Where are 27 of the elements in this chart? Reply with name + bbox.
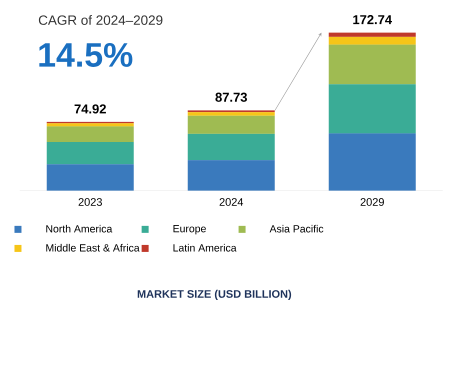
bar (188, 160, 275, 191)
legend-label: North America (46, 224, 112, 233)
annotation: 87.73 (215, 92, 247, 102)
chart-subtitle: 14.5% (39, 43, 132, 67)
x-tick-label: 2029 (360, 198, 384, 206)
bar (188, 134, 275, 160)
annotation: 74.92 (74, 104, 106, 114)
legend-label: Europe (173, 225, 206, 234)
x-tick-label: 2024 (220, 198, 244, 206)
chart-title: CAGR of 2024–2029 (38, 15, 162, 25)
bar (46, 123, 134, 126)
bar (46, 126, 134, 142)
bar (328, 133, 416, 191)
bar (188, 116, 275, 134)
bar (328, 36, 416, 45)
legend-label: Asia Pacific (270, 224, 324, 233)
x-tick-label: 2023 (78, 198, 102, 206)
bar (328, 84, 416, 134)
annotation: 172.74 (353, 15, 392, 24)
bar (328, 32, 416, 37)
bar (46, 142, 134, 164)
bar (46, 164, 134, 191)
legend-label: Latin America (173, 244, 237, 252)
bar (188, 112, 275, 116)
legend-label: Middle East & Africa (46, 244, 140, 252)
text: MARKET SIZE (USD BILLION) (138, 290, 292, 300)
bar (328, 44, 416, 84)
